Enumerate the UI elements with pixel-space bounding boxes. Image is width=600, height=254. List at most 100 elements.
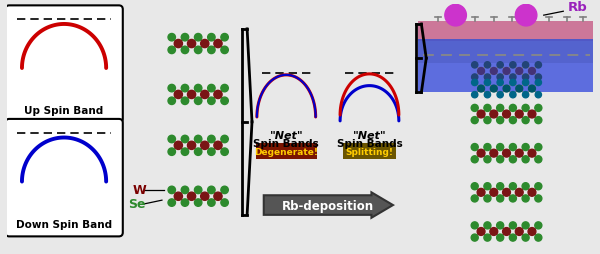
- Circle shape: [484, 105, 491, 112]
- Circle shape: [214, 192, 222, 201]
- Circle shape: [181, 199, 188, 207]
- Circle shape: [515, 228, 523, 235]
- Circle shape: [168, 47, 175, 54]
- Circle shape: [522, 222, 529, 229]
- Circle shape: [497, 156, 503, 163]
- Circle shape: [194, 148, 202, 156]
- Circle shape: [529, 86, 535, 93]
- Circle shape: [509, 195, 517, 202]
- Circle shape: [194, 98, 202, 105]
- Circle shape: [484, 156, 491, 163]
- Circle shape: [194, 47, 202, 54]
- Circle shape: [523, 75, 529, 81]
- Circle shape: [503, 68, 510, 75]
- Circle shape: [194, 186, 202, 194]
- Circle shape: [484, 75, 491, 81]
- Circle shape: [497, 75, 503, 81]
- Bar: [418, 64, 593, 93]
- Circle shape: [497, 105, 503, 112]
- Circle shape: [535, 117, 542, 124]
- Circle shape: [484, 195, 491, 202]
- Circle shape: [484, 117, 491, 124]
- Circle shape: [515, 189, 523, 197]
- Circle shape: [535, 234, 542, 241]
- Circle shape: [522, 195, 529, 202]
- Circle shape: [510, 80, 516, 86]
- Circle shape: [497, 195, 503, 202]
- Circle shape: [174, 91, 182, 99]
- Circle shape: [497, 80, 503, 86]
- Circle shape: [208, 98, 215, 105]
- Circle shape: [535, 62, 541, 69]
- Circle shape: [168, 98, 175, 105]
- Circle shape: [523, 62, 529, 69]
- Circle shape: [200, 91, 209, 99]
- Text: Degenerate!: Degenerate!: [254, 147, 318, 156]
- Circle shape: [535, 75, 541, 81]
- Text: Spin Bands: Spin Bands: [337, 139, 403, 149]
- Circle shape: [503, 111, 511, 118]
- Circle shape: [522, 183, 529, 190]
- Circle shape: [471, 117, 478, 124]
- Circle shape: [490, 228, 498, 235]
- Circle shape: [509, 183, 517, 190]
- Circle shape: [472, 62, 478, 69]
- Circle shape: [187, 91, 196, 99]
- Circle shape: [497, 117, 503, 124]
- Circle shape: [168, 186, 175, 194]
- Circle shape: [528, 228, 536, 235]
- Circle shape: [522, 234, 529, 241]
- Circle shape: [200, 142, 209, 150]
- Circle shape: [471, 222, 478, 229]
- Circle shape: [484, 62, 491, 69]
- Circle shape: [503, 228, 511, 235]
- Circle shape: [497, 62, 503, 69]
- Text: Se: Se: [128, 197, 145, 210]
- FancyBboxPatch shape: [5, 6, 123, 123]
- Circle shape: [200, 192, 209, 201]
- Circle shape: [515, 150, 523, 157]
- Circle shape: [535, 105, 542, 112]
- Circle shape: [528, 111, 536, 118]
- Bar: [418, 22, 593, 41]
- Circle shape: [181, 98, 188, 105]
- Circle shape: [535, 195, 542, 202]
- Circle shape: [174, 142, 182, 150]
- Text: "Net": "Net": [269, 130, 303, 140]
- Circle shape: [208, 85, 215, 92]
- Circle shape: [535, 92, 541, 98]
- Circle shape: [168, 136, 175, 143]
- Circle shape: [522, 117, 529, 124]
- Circle shape: [535, 80, 541, 86]
- Circle shape: [509, 105, 517, 112]
- Circle shape: [214, 40, 222, 49]
- Circle shape: [208, 136, 215, 143]
- Circle shape: [194, 136, 202, 143]
- Circle shape: [535, 183, 542, 190]
- Circle shape: [515, 5, 537, 27]
- Circle shape: [509, 156, 517, 163]
- Circle shape: [497, 92, 503, 98]
- Circle shape: [208, 34, 215, 42]
- Circle shape: [471, 195, 478, 202]
- Circle shape: [509, 222, 517, 229]
- Circle shape: [484, 92, 491, 98]
- Circle shape: [471, 234, 478, 241]
- Circle shape: [174, 40, 182, 49]
- Text: W: W: [133, 184, 146, 197]
- Bar: [418, 39, 593, 93]
- Circle shape: [208, 47, 215, 54]
- Circle shape: [510, 92, 516, 98]
- Circle shape: [477, 111, 485, 118]
- Circle shape: [497, 222, 503, 229]
- Circle shape: [529, 68, 535, 75]
- Circle shape: [208, 199, 215, 207]
- Circle shape: [528, 189, 536, 197]
- Circle shape: [181, 47, 188, 54]
- Text: "Net": "Net": [353, 130, 386, 140]
- Circle shape: [523, 92, 529, 98]
- Circle shape: [522, 105, 529, 112]
- Circle shape: [471, 183, 478, 190]
- Circle shape: [478, 86, 484, 93]
- Circle shape: [477, 228, 485, 235]
